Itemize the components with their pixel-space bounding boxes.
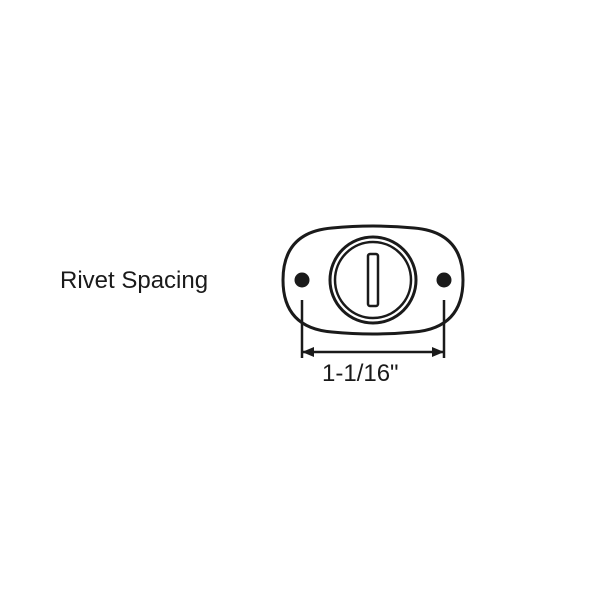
diagram-canvas: Rivet Spacing 1-1/16" [0,0,600,600]
rivet-right [437,273,452,288]
dim-arrow-right [432,347,444,357]
rivet-left [295,273,310,288]
knob-slot [368,254,378,306]
rivet-spacing-label: Rivet Spacing [60,267,208,295]
rivet-spacing-drawing [0,0,600,600]
dim-arrow-left [302,347,314,357]
dimension-value: 1-1/16" [322,360,399,388]
